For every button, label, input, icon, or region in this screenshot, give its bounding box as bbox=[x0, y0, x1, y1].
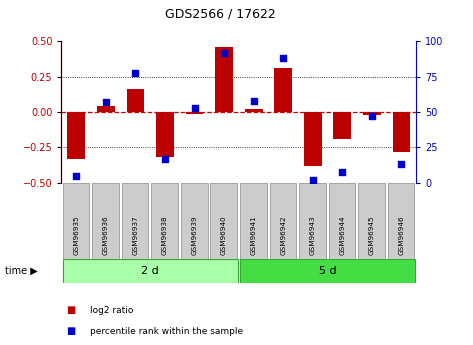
FancyBboxPatch shape bbox=[359, 183, 385, 259]
Point bbox=[398, 162, 405, 167]
Point bbox=[220, 50, 228, 56]
Text: GSM96945: GSM96945 bbox=[369, 215, 375, 255]
Point bbox=[309, 177, 316, 183]
Text: GSM96935: GSM96935 bbox=[73, 215, 79, 255]
FancyBboxPatch shape bbox=[62, 259, 237, 283]
Bar bbox=[67, 112, 85, 159]
Text: 5 d: 5 d bbox=[319, 266, 336, 276]
Point bbox=[161, 156, 169, 161]
FancyBboxPatch shape bbox=[151, 183, 178, 259]
Point bbox=[72, 173, 80, 179]
FancyBboxPatch shape bbox=[329, 183, 355, 259]
Text: percentile rank within the sample: percentile rank within the sample bbox=[90, 327, 243, 336]
FancyBboxPatch shape bbox=[388, 183, 414, 259]
Text: GSM96937: GSM96937 bbox=[132, 215, 139, 255]
Text: GSM96940: GSM96940 bbox=[221, 215, 227, 255]
Text: ■: ■ bbox=[66, 306, 76, 315]
Bar bbox=[156, 112, 174, 157]
FancyBboxPatch shape bbox=[210, 183, 237, 259]
FancyBboxPatch shape bbox=[62, 183, 89, 259]
FancyBboxPatch shape bbox=[270, 183, 296, 259]
Point bbox=[339, 169, 346, 174]
Bar bbox=[304, 112, 322, 166]
Bar bbox=[185, 112, 203, 114]
Text: 2 d: 2 d bbox=[141, 266, 159, 276]
Bar bbox=[126, 89, 144, 112]
Text: log2 ratio: log2 ratio bbox=[90, 306, 133, 315]
Text: GSM96946: GSM96946 bbox=[398, 215, 404, 255]
Point bbox=[191, 105, 198, 111]
Text: GSM96939: GSM96939 bbox=[192, 215, 198, 255]
Bar bbox=[97, 107, 114, 112]
Bar bbox=[393, 112, 410, 152]
Bar bbox=[274, 68, 292, 112]
Text: GSM96941: GSM96941 bbox=[251, 215, 257, 255]
FancyBboxPatch shape bbox=[181, 183, 208, 259]
Point bbox=[280, 56, 287, 61]
Point bbox=[368, 114, 376, 119]
Point bbox=[131, 70, 139, 75]
Point bbox=[250, 98, 257, 104]
Bar bbox=[363, 112, 381, 115]
Text: time ▶: time ▶ bbox=[5, 266, 37, 276]
Text: GSM96938: GSM96938 bbox=[162, 215, 168, 255]
Text: GDS2566 / 17622: GDS2566 / 17622 bbox=[165, 8, 275, 21]
Point bbox=[102, 99, 110, 105]
Bar bbox=[215, 47, 233, 112]
FancyBboxPatch shape bbox=[299, 183, 326, 259]
FancyBboxPatch shape bbox=[240, 259, 415, 283]
Text: GSM96942: GSM96942 bbox=[280, 215, 286, 255]
Bar bbox=[333, 112, 351, 139]
Text: GSM96936: GSM96936 bbox=[103, 215, 109, 255]
Text: GSM96944: GSM96944 bbox=[339, 215, 345, 255]
Text: ■: ■ bbox=[66, 326, 76, 336]
Text: GSM96943: GSM96943 bbox=[310, 215, 316, 255]
FancyBboxPatch shape bbox=[240, 183, 267, 259]
FancyBboxPatch shape bbox=[92, 183, 119, 259]
FancyBboxPatch shape bbox=[122, 183, 149, 259]
Bar bbox=[245, 109, 263, 112]
